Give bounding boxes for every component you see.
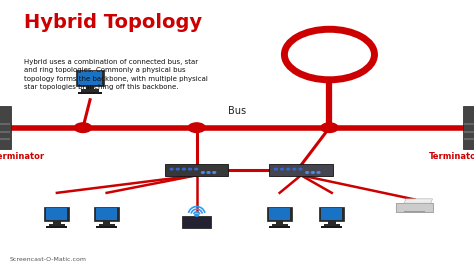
Circle shape (189, 168, 191, 170)
Text: Bus: Bus (228, 106, 246, 116)
Bar (76, 70, 104, 86)
Bar (319, 207, 344, 221)
FancyBboxPatch shape (0, 106, 11, 149)
Bar (94, 207, 119, 221)
FancyBboxPatch shape (165, 164, 228, 176)
Circle shape (74, 123, 91, 132)
Circle shape (306, 172, 309, 173)
Bar (328, 221, 336, 224)
Bar (49, 224, 65, 226)
Bar (321, 226, 342, 228)
Text: Hybrid uses a combination of connected bus, star
and ring topologies. Commonly a: Hybrid uses a combination of connected b… (24, 59, 208, 90)
Bar (324, 224, 340, 226)
Bar (269, 226, 290, 228)
Circle shape (195, 214, 199, 216)
Circle shape (182, 168, 185, 170)
Bar (45, 207, 69, 221)
Bar (267, 207, 292, 221)
Text: Hybrid Topology: Hybrid Topology (24, 13, 202, 32)
Bar (404, 211, 426, 212)
Bar (321, 208, 342, 220)
Bar (276, 221, 283, 224)
Circle shape (274, 168, 277, 170)
Circle shape (207, 172, 210, 173)
Circle shape (281, 168, 283, 170)
Bar (96, 208, 117, 220)
FancyBboxPatch shape (396, 203, 433, 212)
Circle shape (176, 168, 179, 170)
Bar (103, 221, 110, 224)
Bar (46, 226, 67, 228)
Circle shape (213, 172, 216, 173)
Circle shape (195, 168, 198, 170)
FancyBboxPatch shape (463, 106, 474, 149)
Bar (81, 89, 100, 92)
Circle shape (188, 123, 205, 132)
Bar (46, 208, 67, 220)
Bar (0, 123, 9, 125)
FancyBboxPatch shape (269, 164, 333, 176)
Circle shape (317, 172, 320, 173)
Text: Terminator: Terminator (0, 152, 45, 161)
Circle shape (299, 168, 302, 170)
Circle shape (293, 168, 296, 170)
Bar (0, 131, 9, 133)
Bar (182, 216, 211, 228)
Bar (86, 86, 94, 89)
Bar (99, 224, 115, 226)
Bar (0, 138, 9, 140)
Circle shape (311, 172, 314, 173)
Circle shape (170, 168, 173, 170)
Circle shape (321, 123, 338, 132)
Text: Terminator: Terminator (429, 152, 474, 161)
Text: Screencast-O-Matic.com: Screencast-O-Matic.com (9, 257, 86, 262)
Bar (78, 92, 102, 94)
Bar (272, 224, 288, 226)
Bar (464, 131, 474, 133)
Polygon shape (404, 199, 432, 203)
Circle shape (287, 168, 290, 170)
Circle shape (201, 172, 204, 173)
Bar (464, 138, 474, 140)
Bar (53, 221, 61, 224)
Bar (269, 208, 290, 220)
Bar (78, 71, 102, 85)
Bar (464, 123, 474, 125)
Bar (96, 226, 117, 228)
